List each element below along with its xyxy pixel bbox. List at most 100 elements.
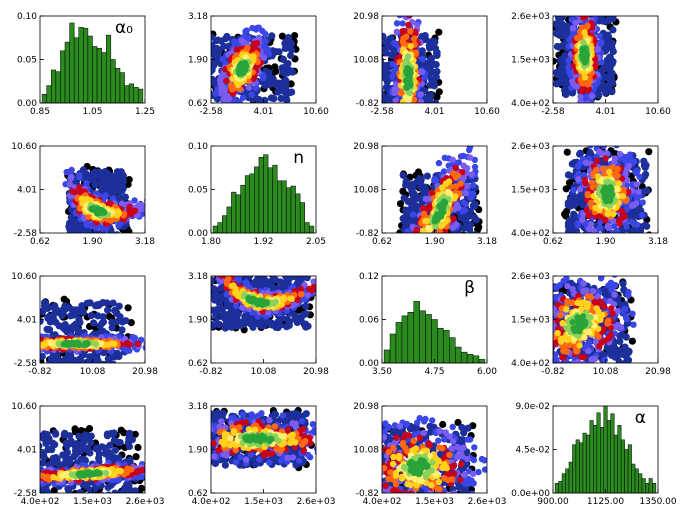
density-point — [220, 96, 228, 103]
density-point — [585, 0, 591, 5]
density-point — [565, 229, 573, 233]
density-point — [407, 205, 416, 213]
histogram-bar — [613, 434, 618, 494]
density-point — [194, 43, 201, 50]
density-point — [564, 201, 572, 209]
density-point — [411, 122, 417, 128]
histogram-bar — [600, 427, 605, 494]
x-tick-label: 1.25 — [135, 107, 155, 117]
density-point — [195, 75, 202, 82]
density-point — [125, 228, 133, 233]
density-point — [409, 183, 417, 191]
density-point — [558, 75, 566, 84]
density-point — [245, 84, 253, 91]
density-point — [592, 61, 599, 68]
x-tick-label: 3.50 — [372, 367, 392, 377]
density-point — [404, 236, 411, 243]
density-point — [265, 69, 273, 77]
density-point — [408, 200, 416, 208]
density-point — [411, 236, 418, 243]
density-point — [573, 83, 580, 90]
y-tick-label: 0.10 — [188, 142, 208, 152]
density-point — [574, 198, 582, 206]
density-point — [405, 97, 412, 103]
density-point — [402, 105, 408, 111]
density-point — [575, 176, 582, 183]
density-point — [583, 235, 590, 242]
density-point — [398, 109, 405, 116]
density-point — [393, 28, 400, 35]
density-point — [404, 119, 410, 125]
density-point — [279, 55, 287, 64]
histogram-panel: 900.00 1125.00 1350.000.0e+004.5e-029.0e-0… — [511, 402, 677, 507]
density-point — [195, 91, 202, 98]
density-point — [106, 244, 113, 251]
density-point — [117, 187, 125, 195]
density-point — [417, 245, 424, 252]
density-point — [453, 202, 460, 209]
histogram-bar — [575, 439, 580, 494]
density-point — [465, 243, 472, 250]
density-point — [410, 248, 416, 254]
density-point — [613, 146, 620, 149]
density-point — [405, 0, 411, 6]
density-point — [202, 42, 209, 49]
histogram-bar — [554, 483, 559, 494]
x-tick-label: 2.05 — [306, 237, 326, 247]
density-point — [95, 209, 103, 217]
density-point — [614, 172, 621, 179]
density-point — [416, 238, 423, 245]
density-point — [382, 32, 387, 40]
density-point — [113, 248, 120, 255]
histogram-bar — [83, 27, 89, 104]
density-point — [405, 102, 410, 103]
x-tick-label: 10.60 — [474, 107, 500, 117]
density-point — [410, 114, 416, 120]
density-point — [452, 164, 459, 172]
histogram-bar — [437, 327, 444, 364]
density-point — [412, 112, 418, 118]
density-point — [575, 0, 581, 5]
histogram-bar — [226, 206, 232, 234]
density-point — [401, 239, 408, 246]
density-point — [407, 237, 414, 244]
density-point — [229, 104, 235, 110]
y-tick-label: -0.82 — [356, 99, 379, 109]
density-point — [418, 132, 424, 138]
density-point — [63, 168, 70, 176]
density-point — [397, 2, 403, 8]
x-tick-label: 1.90 — [82, 237, 102, 247]
density-point — [418, 47, 426, 55]
density-point — [411, 114, 417, 120]
density-point — [597, 16, 605, 21]
density-point — [194, 65, 201, 72]
density-point — [466, 240, 473, 247]
parameter-label: α — [635, 408, 646, 428]
histogram-bar — [244, 175, 250, 234]
histogram-bar — [281, 180, 287, 234]
density-point — [408, 139, 414, 145]
density-point — [426, 38, 434, 46]
y-tick-label: -2.58 — [14, 229, 38, 239]
density-point — [400, 128, 406, 134]
density-point — [406, 118, 412, 124]
density-point — [560, 16, 567, 18]
density-point — [596, 148, 603, 155]
histogram-bar — [138, 88, 144, 104]
x-tick-label: -2.58 — [199, 107, 223, 117]
density-point — [461, 207, 468, 214]
histogram-bar — [589, 420, 594, 494]
x-tick-label: 900.00 — [537, 497, 569, 507]
x-tick-label: 6.00 — [477, 367, 497, 377]
density-point — [83, 180, 90, 187]
density-point — [252, 85, 259, 92]
density-point — [419, 102, 423, 103]
density-point — [398, 115, 404, 121]
density-point — [618, 208, 626, 215]
density-point — [410, 104, 416, 110]
density-point — [268, 32, 276, 40]
density-point — [583, 4, 589, 10]
